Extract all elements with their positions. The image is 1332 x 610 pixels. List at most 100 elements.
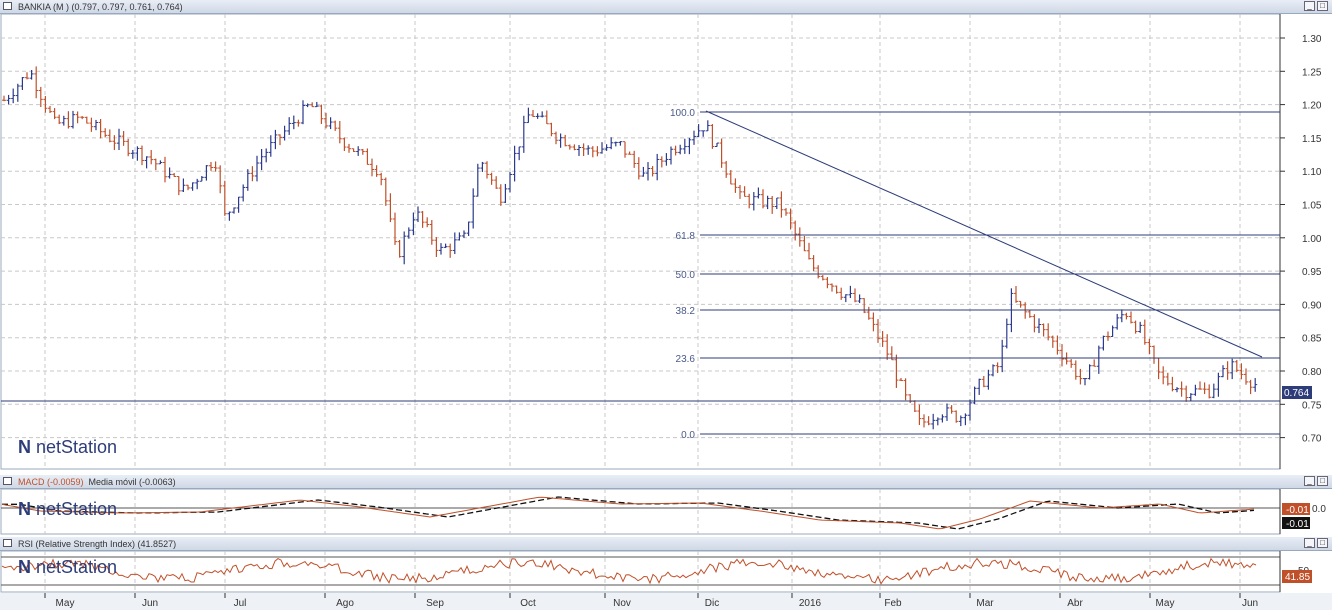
ohlc-bar — [15, 83, 20, 102]
ohlc-bar — [38, 86, 43, 108]
rsi-line — [1, 557, 1257, 585]
ohlc-bar — [1087, 364, 1092, 380]
ohlc-bar — [692, 130, 696, 145]
macd-signal-badge — [1282, 517, 1310, 529]
ohlc-bar — [462, 230, 466, 238]
macd-signal-line — [2, 496, 1255, 530]
panel-icon[interactable] — [3, 477, 12, 485]
ohlc-bar — [98, 119, 103, 139]
ohlc-bar — [310, 102, 315, 108]
macd-signal-value: -0.01 — [1286, 519, 1309, 530]
minimize-button[interactable]: _ — [1304, 538, 1315, 548]
ohlc-bar — [1041, 323, 1046, 337]
ohlc-bar — [324, 112, 328, 129]
y-tick-label: 1.25 — [1302, 67, 1322, 78]
ohlc-bar — [517, 146, 522, 161]
ohlc-bar — [1037, 318, 1041, 334]
ohlc-bar — [1175, 387, 1179, 393]
macd-tick-label: 0.0 — [1312, 504, 1326, 515]
ohlc-bar — [963, 413, 968, 426]
ohlc-bar — [600, 142, 604, 154]
ohlc-bar — [107, 129, 112, 143]
ohlc-bar — [140, 145, 144, 166]
macd-chart[interactable]: 0.0-0.01 -0.01 N netStation — [0, 489, 1332, 535]
maximize-button[interactable]: □ — [1317, 1, 1328, 11]
axis-background — [0, 593, 1332, 610]
minimize-button[interactable]: _ — [1304, 476, 1315, 486]
ohlc-bar — [255, 155, 259, 182]
month-label: Feb — [884, 598, 902, 609]
month-label: Sep — [426, 598, 444, 609]
price-chart[interactable]: 1.30 1.25 1.20 1.15 1.10 1.05 1.00 0.95 0.90 0.85… — [0, 14, 1332, 470]
ohlc-bar — [80, 116, 85, 120]
ohlc-bar — [411, 212, 416, 236]
panel-icon[interactable] — [3, 2, 12, 10]
ohlc-bar — [572, 144, 577, 151]
ohlc-bar — [949, 405, 954, 414]
ohlc-bar — [1083, 378, 1087, 386]
ohlc-bar — [830, 283, 834, 292]
ohlc-bar — [705, 120, 710, 132]
ohlc-bar — [360, 148, 365, 155]
y-tick-label: 0.80 — [1302, 367, 1322, 378]
ohlc-bar — [632, 150, 637, 168]
ohlc-bar — [176, 176, 181, 196]
ohlc-bar — [1248, 379, 1253, 395]
ohlc-bar — [687, 137, 692, 155]
ohlc-bar — [135, 146, 140, 161]
ohlc-bar — [1244, 368, 1248, 385]
ohlc-bar — [567, 144, 572, 150]
ohlc-bar — [733, 178, 738, 193]
ohlc-bar — [1027, 309, 1032, 318]
ohlc-bar — [618, 141, 623, 146]
maximize-button[interactable]: □ — [1317, 476, 1328, 486]
ohlc-bar — [650, 166, 655, 177]
ohlc-bar — [682, 138, 687, 154]
ohlc-bar — [544, 110, 549, 125]
month-label: Ago — [336, 598, 354, 609]
ohlc-bar — [163, 156, 167, 183]
ohlc-bar — [968, 399, 972, 421]
ohlc-bar — [314, 101, 319, 108]
ohlc-bar — [526, 107, 531, 124]
last-price-badge — [1282, 386, 1312, 399]
panel-icon[interactable] — [3, 539, 12, 547]
ohlc-bar — [34, 66, 39, 99]
ohlc-bar — [765, 195, 770, 210]
ohlc-bar — [839, 287, 844, 300]
ohlc-bar — [452, 232, 457, 255]
ohlc-bar — [333, 120, 338, 131]
ohlc-bar — [738, 184, 742, 199]
month-label: Jun — [1242, 598, 1258, 609]
ohlc-bar — [347, 143, 351, 153]
ohlc-bar — [1115, 313, 1120, 330]
ohlc-bar — [1078, 368, 1083, 385]
ohlc-bar — [43, 96, 48, 113]
ohlc-bar — [186, 184, 190, 191]
ohlc-bar — [751, 192, 756, 211]
ohlc-bar — [1133, 320, 1138, 334]
netstation-watermark: netStation — [36, 557, 117, 577]
ohlc-bar — [457, 232, 462, 241]
ohlc-bar — [149, 149, 154, 165]
maximize-button[interactable]: □ — [1317, 538, 1328, 548]
ohlc-bar — [126, 138, 131, 157]
ohlc-bar — [383, 177, 388, 206]
month-label: Jul — [234, 598, 247, 609]
ohlc-bar — [1110, 325, 1115, 338]
rsi-panel-header: RSI (Relative Strength Index) (41.8527) … — [0, 537, 1332, 551]
macd-panel-header: MACD (-0.0059) Media móvil (-0.0063) _ □ — [0, 475, 1332, 489]
ohlc-bar — [577, 145, 581, 156]
netstation-watermark: netStation — [36, 437, 117, 457]
ohlc-bar — [117, 128, 121, 151]
ohlc-bar — [319, 104, 324, 124]
ohlc-bar — [549, 122, 554, 137]
macd-title: MACD (-0.0059) — [18, 477, 84, 487]
minimize-button[interactable]: _ — [1304, 1, 1315, 11]
ohlc-bar — [784, 208, 788, 216]
ohlc-bar — [351, 148, 356, 152]
ohlc-bar — [402, 231, 407, 265]
macd-subtitle: Media móvil (-0.0063) — [88, 477, 176, 487]
ohlc-bar — [241, 184, 246, 202]
